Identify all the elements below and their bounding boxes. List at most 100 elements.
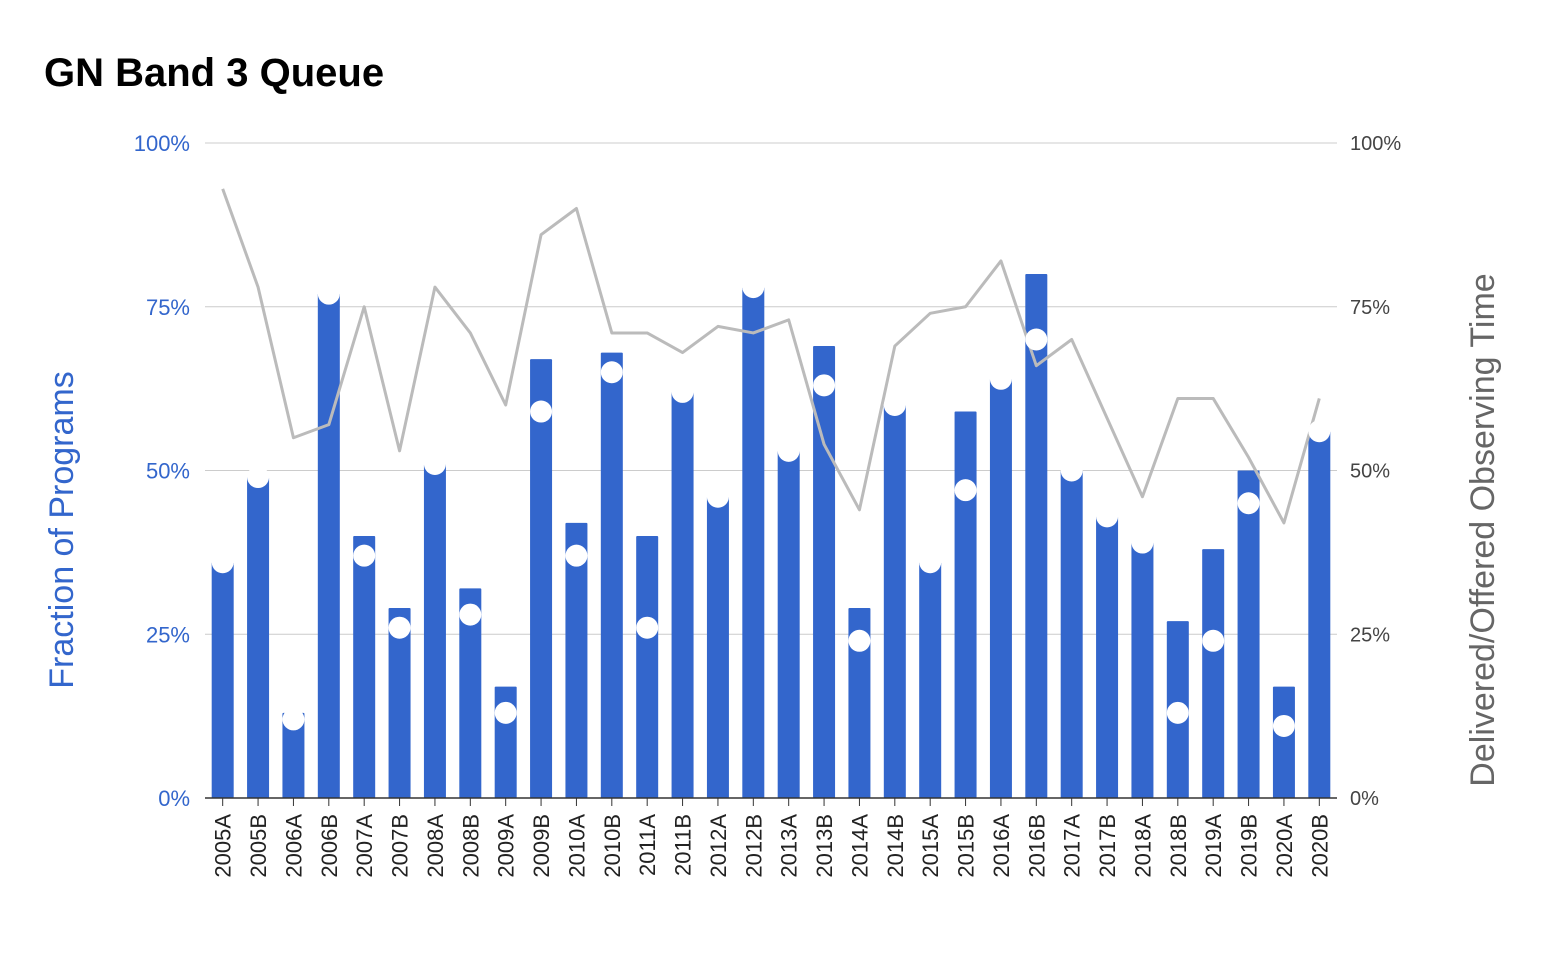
x-tick-label: 2009B <box>529 814 554 878</box>
point <box>706 485 729 508</box>
bar <box>459 588 482 798</box>
point <box>459 603 482 626</box>
bar <box>742 287 765 798</box>
point <box>565 544 588 567</box>
x-tick-label: 2014A <box>847 814 872 878</box>
point <box>919 551 942 574</box>
x-tick-label: 2011B <box>671 814 696 876</box>
bar <box>883 405 906 798</box>
x-tick-label: 2005A <box>211 814 236 878</box>
bar <box>423 463 446 798</box>
right-tick-label: 50% <box>1350 461 1390 483</box>
bar <box>848 608 871 798</box>
bar <box>1060 470 1083 798</box>
point <box>282 708 305 731</box>
point <box>1131 531 1154 554</box>
point <box>671 380 694 403</box>
x-tick-label: 2018B <box>1166 814 1191 878</box>
x-tick-label: 2007B <box>388 814 413 878</box>
point <box>954 479 977 502</box>
x-tick-label: 2016B <box>1024 814 1049 878</box>
chart-title: GN Band 3 Queue <box>44 51 384 95</box>
right-tick-label: 25% <box>1350 624 1390 646</box>
point <box>848 629 871 652</box>
x-tick-label: 2020A <box>1272 814 1297 878</box>
point <box>423 452 446 475</box>
line-path <box>221 188 1321 525</box>
right-axis-ticks: 0% 25% 50% 75% 100% <box>1350 133 1401 810</box>
x-tick-label: 2018A <box>1130 814 1155 878</box>
point <box>1202 629 1225 652</box>
point <box>530 400 553 423</box>
bar <box>247 477 270 798</box>
bar <box>636 536 659 798</box>
x-tick-label: 2012A <box>706 814 731 878</box>
axes <box>205 797 1337 806</box>
point <box>1096 505 1119 528</box>
left-tick-label: 50% <box>146 459 190 484</box>
x-tick-label: 2011A <box>635 814 660 876</box>
x-tick-label: 2010B <box>600 814 625 878</box>
x-tick-label: 2010A <box>564 814 589 878</box>
bar <box>813 346 836 798</box>
point <box>353 544 376 567</box>
left-tick-label: 25% <box>146 622 190 647</box>
point <box>1166 701 1189 724</box>
left-tick-label: 0% <box>158 786 190 811</box>
x-tick-label: 2008B <box>458 814 483 878</box>
point <box>317 282 340 305</box>
point <box>813 374 836 397</box>
bar <box>1025 274 1048 798</box>
bar <box>388 608 411 798</box>
x-tick-label: 2005B <box>246 814 271 878</box>
point <box>600 361 623 384</box>
point <box>1025 328 1048 351</box>
bar <box>282 712 305 798</box>
x-tick-label: 2006B <box>317 814 342 878</box>
bar <box>1272 686 1295 798</box>
x-tick-label: 2008A <box>423 814 448 878</box>
left-axis-ticks: 0% 25% 50% 75% 100% <box>134 131 190 811</box>
right-axis-label: Delivered/Offered Observing Time <box>1464 273 1502 786</box>
point <box>636 616 659 639</box>
bar <box>1202 549 1225 798</box>
bar <box>919 562 942 798</box>
point-series <box>211 276 1331 737</box>
point <box>388 616 411 639</box>
bar <box>706 496 729 798</box>
right-tick-label: 100% <box>1350 133 1401 155</box>
point <box>1237 492 1260 515</box>
point <box>989 367 1012 390</box>
x-tick-label: 2012B <box>741 814 766 878</box>
bar <box>1237 470 1260 798</box>
bar <box>777 450 800 798</box>
bar <box>1096 516 1119 798</box>
bar <box>989 378 1012 798</box>
bar <box>954 411 977 798</box>
left-axis-label: Fraction of Programs <box>43 371 81 688</box>
point <box>742 276 765 299</box>
x-tick-label: 2013A <box>777 814 802 878</box>
bar <box>353 536 376 798</box>
right-tick-label: 0% <box>1350 788 1379 810</box>
x-tick-label: 2017A <box>1060 814 1085 878</box>
left-tick-label: 75% <box>146 295 190 320</box>
bar <box>530 359 553 798</box>
point <box>211 551 234 574</box>
x-tick-label: 2019B <box>1237 814 1262 878</box>
x-tick-label: 2015A <box>918 814 943 878</box>
x-tick-label: 2017B <box>1095 814 1120 878</box>
x-tick-label: 2019A <box>1201 814 1226 878</box>
bar-series <box>211 274 1331 798</box>
x-tick-label: 2007A <box>352 814 377 878</box>
bar <box>1308 431 1331 798</box>
x-tick-label: 2009A <box>494 814 519 878</box>
line-series <box>221 188 1321 525</box>
x-axis-ticks: 2005A 2005B 2006A 2006B 2007A 2007B 2008A 2008B… <box>211 814 1333 878</box>
point <box>1308 420 1331 443</box>
point <box>247 466 270 489</box>
bar <box>600 352 623 798</box>
point <box>1272 714 1295 737</box>
point <box>777 439 800 462</box>
